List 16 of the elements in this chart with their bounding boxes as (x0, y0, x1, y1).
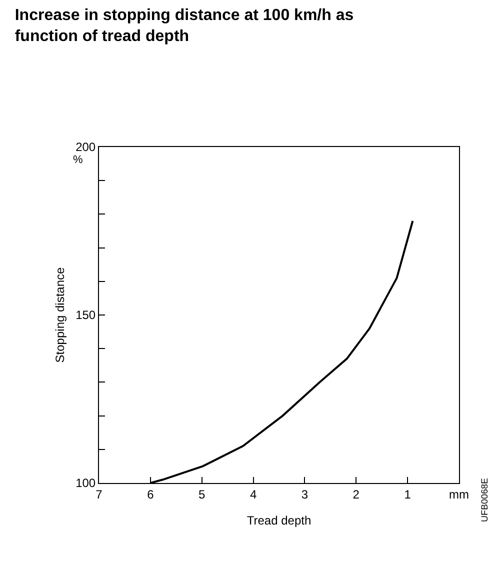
y-tick-label: 100 (76, 476, 96, 490)
y-tick-label: 150 (76, 308, 96, 322)
x-tick-label: 1 (404, 487, 412, 502)
x-tick-label: mm (449, 487, 469, 502)
chart-title: Increase in stopping distance at 100 km/h as function of tread depth (14, 7, 354, 45)
y-axis-title: Stopping distance (52, 266, 67, 363)
x-tick-label: 2 (352, 487, 360, 502)
x-tick-label: 4 (250, 487, 257, 502)
y-tick-label: 200 (76, 140, 96, 154)
x-tick-label: 6 (147, 487, 154, 502)
text: % (73, 154, 83, 166)
text: UFB0068E (479, 478, 490, 522)
x-tick-label: 7 (96, 487, 103, 502)
x-axis-title: Tread depth (246, 513, 312, 528)
x-tick-label: 5 (198, 487, 206, 502)
x-tick-label: 3 (301, 487, 308, 502)
